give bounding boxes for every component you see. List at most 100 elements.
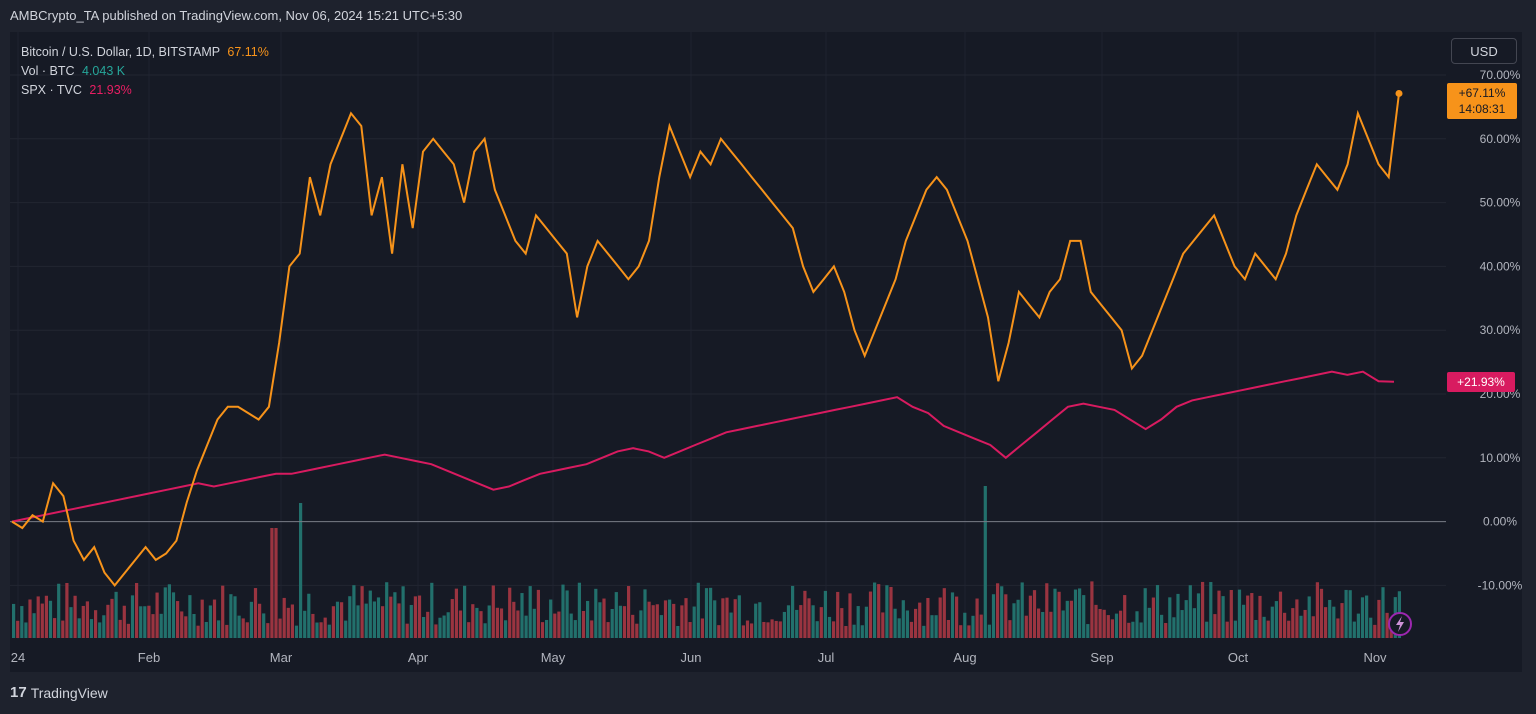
- volume-bar: [499, 608, 504, 638]
- volume-bar: [102, 615, 106, 638]
- volume-bar: [963, 612, 967, 638]
- volume-bar: [229, 594, 233, 638]
- volume-bar: [262, 613, 266, 638]
- volume-bar: [1201, 581, 1205, 638]
- volume-bar: [860, 625, 864, 638]
- volume-bar: [1369, 617, 1373, 638]
- volume-bar: [422, 616, 426, 638]
- legend-btc[interactable]: Bitcoin / U.S. Dollar, 1D, BITSTAMP 67.1…: [21, 43, 269, 62]
- volume-bar: [454, 588, 458, 638]
- spx-price-badge: +21.93%: [1447, 372, 1515, 392]
- volume-bar: [155, 592, 159, 638]
- legend-btc-label: Bitcoin / U.S. Dollar, 1D, BITSTAMP: [21, 45, 220, 59]
- legend-spx[interactable]: SPX · TVC 21.93%: [21, 81, 269, 100]
- volume-bar: [65, 582, 69, 638]
- volume-bar: [1295, 599, 1299, 638]
- volume-bar: [639, 610, 643, 638]
- volume-bar: [81, 605, 85, 638]
- volume-bar: [20, 606, 24, 638]
- volume-bar: [680, 605, 684, 638]
- volume-bar: [1147, 607, 1151, 638]
- volume-bar: [159, 613, 163, 638]
- volume-bar: [569, 613, 573, 638]
- volume-bar: [290, 604, 294, 638]
- volume-bar: [278, 618, 282, 638]
- legend-vol[interactable]: Vol · BTC 4.043 K: [21, 62, 269, 81]
- volume-bar: [471, 604, 475, 638]
- volume-bar: [663, 600, 668, 638]
- volume-bar: [130, 595, 135, 638]
- volume-bar: [901, 600, 905, 638]
- volume-bar: [409, 604, 413, 638]
- volume-bar: [385, 582, 389, 638]
- volume-bar: [487, 605, 491, 638]
- volume-bar: [955, 596, 959, 638]
- volume-bar: [1061, 610, 1065, 638]
- volume-bar: [286, 607, 290, 638]
- volume-bar: [1102, 609, 1106, 638]
- volume-bar: [561, 584, 565, 638]
- volume-bar: [668, 599, 672, 638]
- volume-bar: [1373, 624, 1377, 638]
- volume-bar: [754, 603, 758, 638]
- volume-bar: [971, 615, 975, 638]
- x-tick-label: Jul: [818, 650, 835, 665]
- volume-bar: [241, 618, 245, 638]
- volume-bar: [12, 603, 16, 638]
- volume-bar: [881, 612, 885, 638]
- volume-bar: [1385, 612, 1389, 638]
- volume-bar: [959, 625, 963, 638]
- volume-bar: [98, 622, 102, 638]
- volume-bar: [331, 606, 335, 638]
- volume-bar: [1283, 612, 1287, 638]
- volume-bar: [672, 603, 676, 638]
- volume-bar: [975, 598, 979, 638]
- volume-bar: [832, 621, 836, 638]
- volume-bar: [914, 608, 918, 638]
- volume-bar: [1381, 587, 1385, 638]
- btc-series-line: [11, 93, 1400, 587]
- x-tick-label: Sep: [1090, 650, 1113, 665]
- volume-bar: [930, 615, 934, 638]
- btc-badge-value: +67.11%: [1459, 86, 1506, 100]
- volume-bar: [967, 625, 971, 638]
- volume-bar: [1225, 621, 1229, 638]
- volume-bar: [1000, 586, 1004, 638]
- volume-bar: [376, 597, 381, 638]
- lightning-icon[interactable]: [1388, 612, 1412, 636]
- volume-bar: [426, 611, 430, 638]
- volume-bar: [815, 621, 819, 638]
- volume-bar: [1266, 620, 1270, 638]
- volume-bar: [245, 622, 249, 638]
- volume-bar: [979, 614, 983, 638]
- legend-spx-value: 21.93%: [89, 83, 132, 97]
- volume-bar: [1307, 596, 1311, 638]
- volume-bar: [696, 582, 700, 638]
- footer-brand[interactable]: 17 TradingView: [10, 684, 108, 701]
- volume-bar: [725, 597, 729, 638]
- volume-bar: [85, 601, 89, 638]
- volume-bar: [106, 604, 110, 638]
- volume-bar: [1123, 595, 1127, 638]
- volume-bar: [270, 528, 274, 638]
- volume-bar: [1340, 603, 1344, 638]
- currency-button[interactable]: USD: [1451, 38, 1517, 64]
- volume-bar: [143, 606, 147, 638]
- volume-bar: [1291, 608, 1295, 638]
- tradingview-logo-icon: 17: [10, 684, 27, 701]
- volume-bar: [864, 606, 868, 638]
- volume-bar: [36, 596, 40, 638]
- volume-bar: [942, 588, 946, 638]
- volume-bar: [1315, 582, 1319, 638]
- volume-bar: [586, 600, 590, 638]
- volume-bar: [299, 503, 303, 638]
- volume-bar: [1037, 608, 1041, 638]
- volume-bar: [1278, 591, 1283, 638]
- volume-bar: [581, 610, 586, 638]
- volume-bar: [360, 586, 364, 638]
- volume-bar: [1311, 616, 1315, 638]
- volume-bar: [225, 624, 229, 638]
- volume-bar: [713, 600, 717, 638]
- volume-bar: [877, 584, 881, 638]
